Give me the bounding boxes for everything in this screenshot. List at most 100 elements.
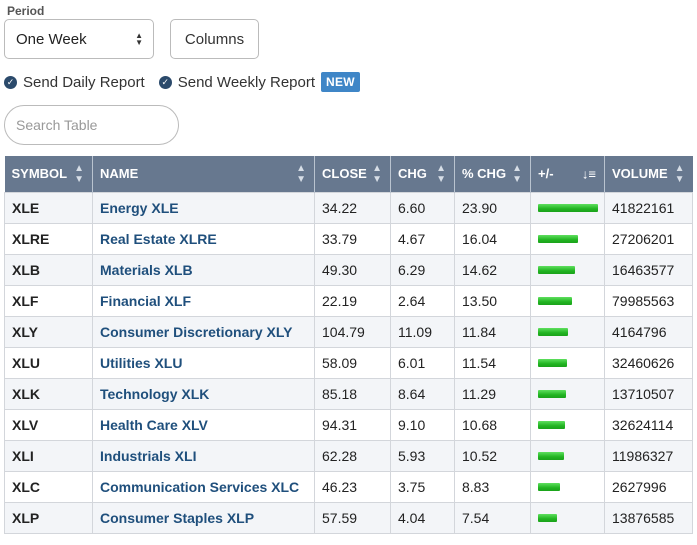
header-name[interactable]: NAME ▲ ▼ xyxy=(92,156,315,192)
sort-icon: ▲ ▼ xyxy=(296,162,306,185)
symbol-cell: XLU xyxy=(4,346,93,379)
change-bar-cell xyxy=(530,470,605,503)
name-link[interactable]: Technology XLK xyxy=(92,377,315,410)
close-cell: 22.19 xyxy=(314,284,391,317)
columns-button[interactable]: Columns xyxy=(170,19,259,59)
chg-cell: 6.60 xyxy=(390,191,455,224)
header-chg[interactable]: CHG ▲ ▼ xyxy=(390,156,455,192)
change-bar-cell xyxy=(530,191,605,224)
close-cell: 49.30 xyxy=(314,253,391,286)
name-link[interactable]: Consumer Staples XLP xyxy=(92,501,315,534)
close-cell: 46.23 xyxy=(314,470,391,503)
sort-descending-icon: ↓≡ xyxy=(581,166,596,182)
volume-cell: 13710507 xyxy=(604,377,693,410)
name-link[interactable]: Utilities XLU xyxy=(92,346,315,379)
pct-chg-cell: 16.04 xyxy=(454,222,531,255)
change-bar-cell xyxy=(530,253,605,286)
pct-chg-cell: 10.68 xyxy=(454,408,531,441)
volume-cell: 11986327 xyxy=(604,439,693,472)
change-bar-cell xyxy=(530,377,605,410)
name-link[interactable]: Materials XLB xyxy=(92,253,315,286)
symbol-cell: XLV xyxy=(4,408,93,441)
report-options: ✓ Send Daily Report ✓ Send Weekly Report… xyxy=(4,71,360,93)
change-bar-cell xyxy=(530,501,605,534)
table-header-row: SYMBOL ▲ ▼ NAME ▲ ▼ CLOSE ▲ ▼ CHG ▲ ▼ % CHG ▲ ▼ +/… xyxy=(4,156,693,192)
name-link[interactable]: Health Care XLV xyxy=(92,408,315,441)
volume-cell: 32460626 xyxy=(604,346,693,379)
change-bar xyxy=(538,358,567,367)
table-row[interactable]: XLC Communication Services XLC 46.23 3.75 8.… xyxy=(4,470,693,503)
pct-chg-cell: 10.52 xyxy=(454,439,531,472)
pct-chg-cell: 13.50 xyxy=(454,284,531,317)
header-close-label: CLOSE xyxy=(322,166,367,182)
name-link[interactable]: Energy XLE xyxy=(92,191,315,224)
close-cell: 62.28 xyxy=(314,439,391,472)
volume-cell: 41822161 xyxy=(604,191,693,224)
table-row[interactable]: XLI Industrials XLI 62.28 5.93 10.52 11986327 xyxy=(4,439,693,472)
pct-chg-cell: 8.83 xyxy=(454,470,531,503)
change-bar xyxy=(538,389,566,398)
table-row[interactable]: XLP Consumer Staples XLP 57.59 4.04 7.54 1387… xyxy=(4,501,693,534)
pct-chg-cell: 14.62 xyxy=(454,253,531,286)
change-bar xyxy=(538,327,568,336)
change-bar xyxy=(538,265,575,274)
daily-report-label: Send Daily Report xyxy=(23,73,145,91)
name-link[interactable]: Communication Services XLC xyxy=(92,470,315,503)
name-link[interactable]: Consumer Discretionary XLY xyxy=(92,315,315,348)
chg-cell: 2.64 xyxy=(390,284,455,317)
table-row[interactable]: XLU Utilities XLU 58.09 6.01 11.54 32460626 xyxy=(4,346,693,379)
volume-cell: 79985563 xyxy=(604,284,693,317)
pct-chg-cell: 11.84 xyxy=(454,315,531,348)
change-bar xyxy=(538,296,572,305)
sort-icon: ▲ ▼ xyxy=(512,162,522,185)
sort-icon: ▲ ▼ xyxy=(372,162,382,185)
daily-report-checkbox[interactable]: ✓ Send Daily Report xyxy=(4,74,145,91)
sector-table: SYMBOL ▲ ▼ NAME ▲ ▼ CLOSE ▲ ▼ CHG ▲ ▼ % CHG ▲ ▼ +/… xyxy=(4,156,693,534)
table-row[interactable]: XLK Technology XLK 85.18 8.64 11.29 13710507 xyxy=(4,377,693,410)
symbol-cell: XLI xyxy=(4,439,93,472)
close-cell: 85.18 xyxy=(314,377,391,410)
close-cell: 58.09 xyxy=(314,346,391,379)
table-row[interactable]: XLRE Real Estate XLRE 33.79 4.67 16.04 272062… xyxy=(4,222,693,255)
change-bar xyxy=(538,482,560,491)
header-volume-label: VOLUME xyxy=(612,166,668,182)
table-row[interactable]: XLY Consumer Discretionary XLY 104.79 11.09… xyxy=(4,315,693,348)
search-input[interactable] xyxy=(4,105,179,145)
chg-cell: 4.67 xyxy=(390,222,455,255)
table-row[interactable]: XLE Energy XLE 34.22 6.60 23.90 41822161 xyxy=(4,191,693,224)
pct-chg-cell: 11.29 xyxy=(454,377,531,410)
period-label: Period xyxy=(7,4,45,18)
volume-cell: 13876585 xyxy=(604,501,693,534)
table-row[interactable]: XLV Health Care XLV 94.31 9.10 10.68 32624114 xyxy=(4,408,693,441)
symbol-cell: XLK xyxy=(4,377,93,410)
change-bar-cell xyxy=(530,284,605,317)
table-row[interactable]: XLF Financial XLF 22.19 2.64 13.50 79985563 xyxy=(4,284,693,317)
header-volume[interactable]: VOLUME ▲ ▼ xyxy=(604,156,693,192)
header-close[interactable]: CLOSE ▲ ▼ xyxy=(314,156,391,192)
pct-chg-cell: 7.54 xyxy=(454,501,531,534)
chg-cell: 4.04 xyxy=(390,501,455,534)
header-plus-minus[interactable]: +/- ↓≡ xyxy=(530,156,605,192)
sort-icon: ▲ ▼ xyxy=(436,162,446,185)
change-bar xyxy=(538,203,598,212)
name-link[interactable]: Financial XLF xyxy=(92,284,315,317)
chg-cell: 6.29 xyxy=(390,253,455,286)
table-row[interactable]: XLB Materials XLB 49.30 6.29 14.62 16463577 xyxy=(4,253,693,286)
period-select[interactable]: One Week ▲ ▼ xyxy=(4,19,154,59)
name-link[interactable]: Real Estate XLRE xyxy=(92,222,315,255)
symbol-cell: XLF xyxy=(4,284,93,317)
symbol-cell: XLRE xyxy=(4,222,93,255)
check-circle-icon: ✓ xyxy=(4,75,17,89)
close-cell: 94.31 xyxy=(314,408,391,441)
symbol-cell: XLP xyxy=(4,501,93,534)
name-link[interactable]: Industrials XLI xyxy=(92,439,315,472)
header-pct-chg[interactable]: % CHG ▲ ▼ xyxy=(454,156,531,192)
change-bar-cell xyxy=(530,408,605,441)
header-symbol[interactable]: SYMBOL ▲ ▼ xyxy=(4,156,93,192)
new-badge: NEW xyxy=(321,72,360,92)
volume-cell: 27206201 xyxy=(604,222,693,255)
change-bar xyxy=(538,420,565,429)
close-cell: 104.79 xyxy=(314,315,391,348)
weekly-report-checkbox[interactable]: ✓ Send Weekly Report xyxy=(158,74,315,91)
volume-cell: 4164796 xyxy=(604,315,693,348)
